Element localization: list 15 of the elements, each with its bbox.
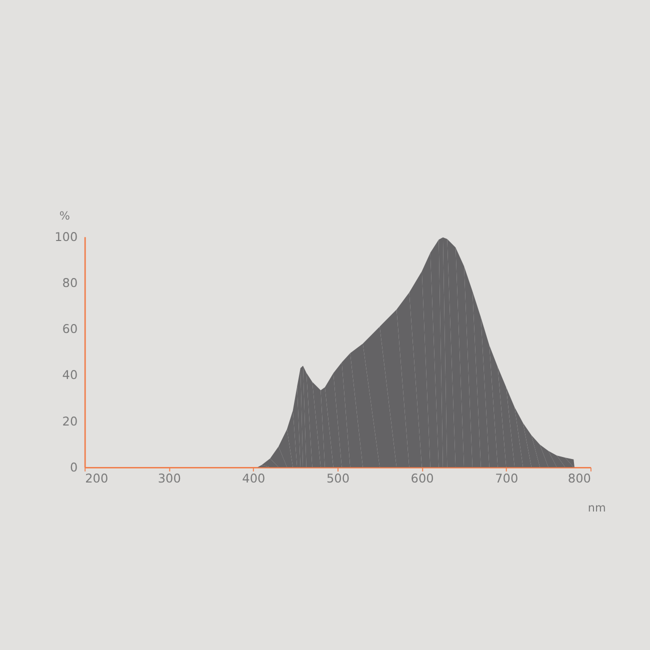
x-tick-label: 400 [242, 472, 266, 486]
x-tick-label: 600 [410, 472, 434, 486]
x-tick-label: 800 [568, 472, 591, 486]
x-tick-label: 300 [158, 472, 181, 486]
y-axis-title: % [59, 209, 70, 222]
x-tick-label: 200 [85, 472, 108, 486]
x-axis-title: nm [588, 501, 606, 514]
y-tick-label: 60 [62, 322, 78, 336]
x-tick-label: 700 [495, 472, 518, 486]
y-tick-label: 40 [62, 368, 78, 382]
x-tick-label: 500 [326, 472, 350, 486]
y-tick-label: 20 [62, 414, 78, 428]
y-tick-label: 100 [54, 230, 78, 244]
y-tick-label: 80 [62, 276, 78, 290]
y-tick-label: 0 [70, 460, 78, 474]
